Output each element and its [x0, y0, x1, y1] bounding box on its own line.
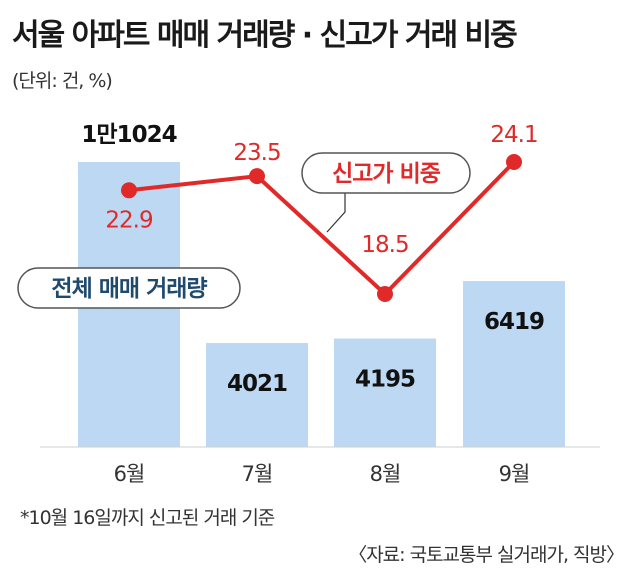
footnote: *10월 16일까지 신고된 거래 기준 [20, 507, 275, 529]
bar-legend-label: 전체 매매 거래량 [51, 276, 207, 302]
line-legend-leader [326, 193, 346, 233]
bar-3 [334, 338, 436, 447]
bar-value-label: 6419 [484, 309, 544, 335]
x-tick-label: 8월 [370, 462, 401, 486]
line-value-label: 22.9 [105, 207, 153, 233]
source-note: 〈자료: 국토교통부 실거래가, 직방〉 [348, 544, 625, 566]
chart-title: 서울 아파트 매매 거래량 · 신고가 거래 비중 [12, 18, 518, 53]
line-point-1 [121, 182, 137, 199]
bar-value-label: 4195 [355, 367, 415, 393]
x-tick-label: 6월 [114, 462, 145, 486]
line-point-2 [249, 168, 265, 185]
line-point-3 [377, 286, 393, 302]
line-legend-box [301, 152, 471, 194]
bar-value-label: 1만1024 [81, 122, 176, 148]
bar-legend-box [17, 267, 241, 309]
unit-label: (단위: 건, %) [12, 70, 113, 92]
line-point-4 [506, 154, 522, 170]
bar-4 [463, 281, 565, 447]
line-legend-label: 신고가 비중 [332, 161, 441, 187]
line-value-label: 24.1 [490, 122, 537, 148]
x-tick-label: 7월 [242, 462, 273, 486]
line-value-label: 23.5 [233, 140, 280, 166]
line-series-path [128, 160, 516, 297]
bar-value-label: 4021 [227, 371, 287, 397]
x-tick-label: 9월 [499, 462, 530, 486]
bar-2 [206, 343, 308, 447]
line-value-label: 18.5 [361, 232, 408, 258]
